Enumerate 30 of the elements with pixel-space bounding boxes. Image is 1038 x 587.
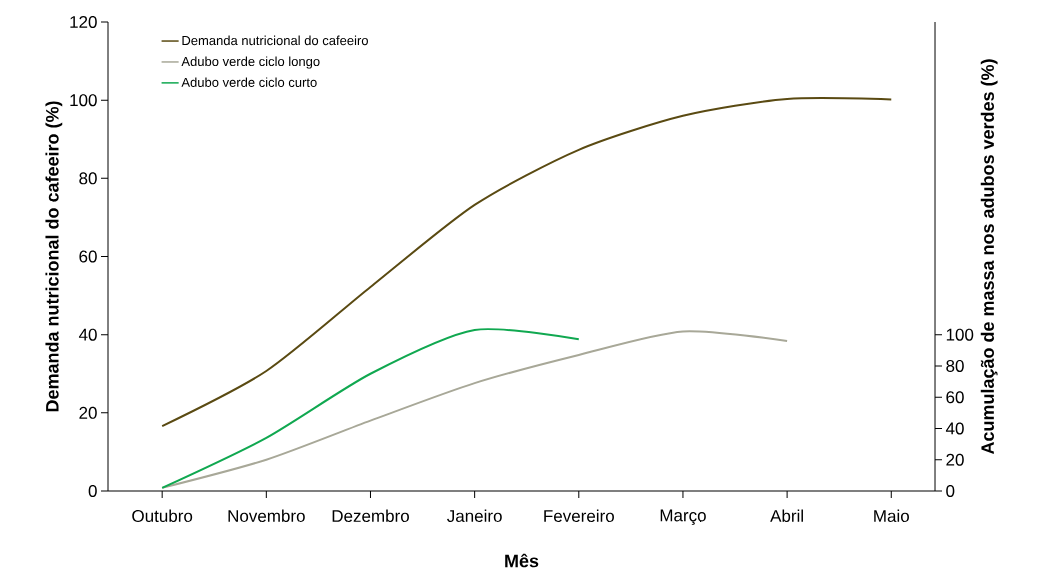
y-tick-label: 0 <box>88 484 97 498</box>
legend-label: Adubo verde ciclo curto <box>181 77 317 87</box>
legend-label: Adubo verde ciclo longo <box>181 56 320 69</box>
x-tick-label: Dezembro <box>332 509 409 523</box>
y2-tick-label: 20 <box>946 453 964 466</box>
legend-label: Demanda nutricional do cafeeiro <box>182 35 368 46</box>
x-tick-label: Novembro <box>228 509 305 523</box>
y2-tick-label: 60 <box>946 391 964 404</box>
x-tick-label: Abril <box>770 509 803 523</box>
y-tick-label: 60 <box>79 250 97 263</box>
line-series <box>161 97 893 428</box>
y-tick-label: 40 <box>78 328 97 341</box>
y-tick-label: 100 <box>70 94 97 107</box>
y2-tick-label: 0 <box>946 484 955 498</box>
y2-tick-label: 40 <box>945 422 964 435</box>
x-axis-title: Mês <box>505 553 539 568</box>
y-axis-title: Demanda nutricional do cafeeiro (%) <box>45 101 63 412</box>
y2-axis-title: Acumulação de massa nos adubos verdes (%) <box>980 59 998 455</box>
y2-tick-label: 100 <box>946 328 974 341</box>
y-tick-label: 80 <box>79 172 97 185</box>
y2-tick-label: 80 <box>946 359 964 372</box>
y-tick-label: 120 <box>70 15 97 29</box>
x-tick-label: Fevereiro <box>544 509 614 523</box>
line-series <box>161 328 580 489</box>
line-series <box>161 330 789 489</box>
x-tick-label: Outubro <box>132 509 193 523</box>
x-tick-label: Março <box>660 509 706 525</box>
y-tick-label: 20 <box>79 406 97 419</box>
x-tick-label: Maio <box>874 509 909 523</box>
x-tick-label: Janeiro <box>447 509 502 523</box>
